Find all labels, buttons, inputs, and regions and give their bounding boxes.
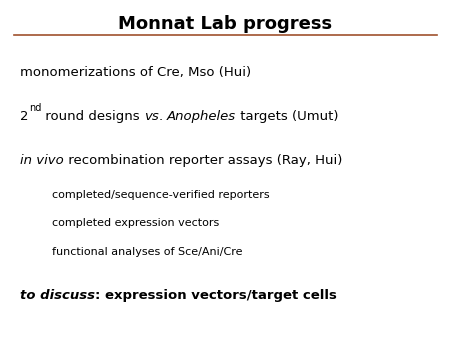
Text: 2: 2 — [20, 110, 29, 123]
Text: Anopheles: Anopheles — [167, 110, 236, 123]
Text: functional analyses of Sce/Ani/Cre: functional analyses of Sce/Ani/Cre — [52, 247, 242, 257]
Text: nd: nd — [29, 102, 41, 113]
Text: .: . — [159, 110, 167, 123]
Text: round designs: round designs — [41, 110, 144, 123]
Text: monomerizations of Cre, Mso (Hui): monomerizations of Cre, Mso (Hui) — [20, 66, 252, 79]
Text: recombination reporter assays (Ray, Hui): recombination reporter assays (Ray, Hui) — [64, 154, 342, 167]
Text: : expression vectors/target cells: : expression vectors/target cells — [95, 289, 337, 302]
Text: targets (Umut): targets (Umut) — [236, 110, 339, 123]
Text: in vivo: in vivo — [20, 154, 64, 167]
Text: Monnat Lab progress: Monnat Lab progress — [118, 15, 332, 33]
Text: completed expression vectors: completed expression vectors — [52, 218, 219, 228]
Text: vs: vs — [144, 110, 159, 123]
Text: completed/sequence-verified reporters: completed/sequence-verified reporters — [52, 190, 270, 200]
Text: to discuss: to discuss — [20, 289, 95, 302]
